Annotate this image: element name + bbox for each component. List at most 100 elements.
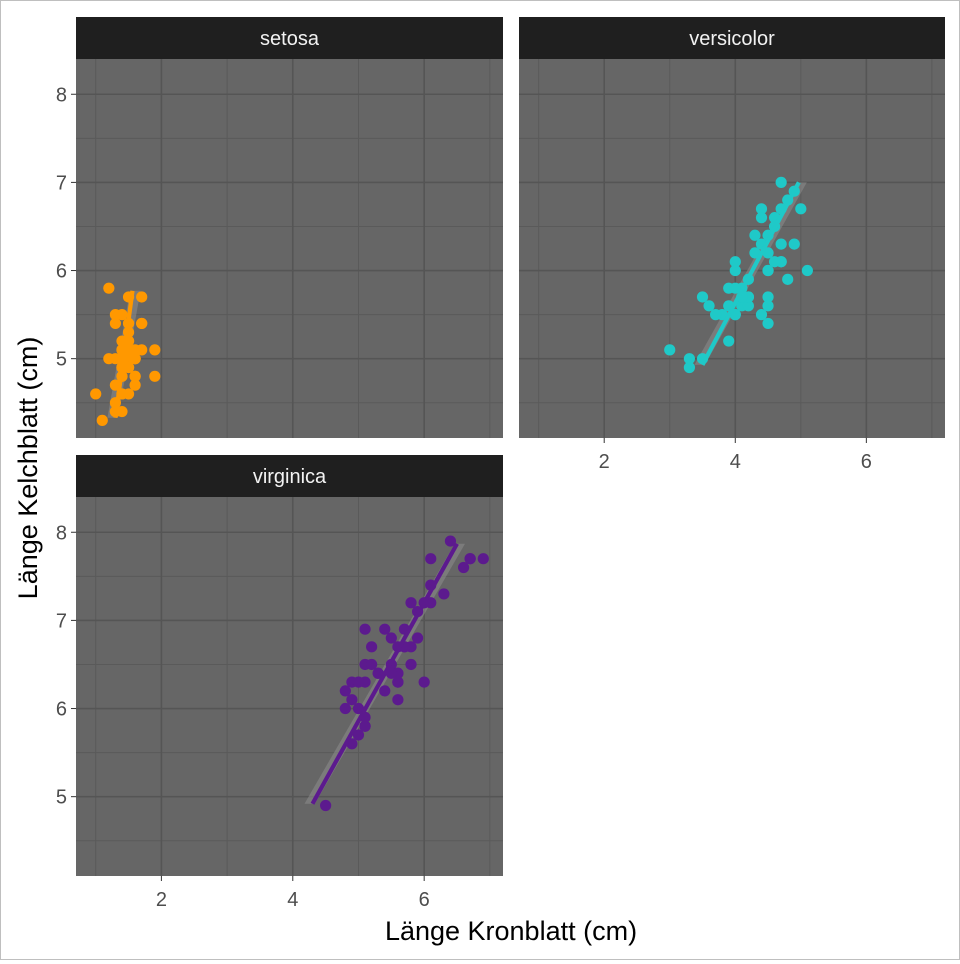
data-point bbox=[664, 344, 676, 356]
data-point bbox=[418, 676, 430, 688]
data-point bbox=[438, 588, 450, 600]
data-point bbox=[444, 535, 457, 547]
panel-background bbox=[76, 497, 503, 876]
data-point bbox=[352, 729, 365, 741]
data-point bbox=[749, 229, 761, 241]
panel-background bbox=[76, 59, 503, 438]
data-point bbox=[103, 282, 115, 294]
data-point bbox=[339, 685, 351, 697]
data-point bbox=[769, 256, 781, 268]
facet-versicolor: versicolor 2 4 6 bbox=[519, 17, 945, 473]
regression-line bbox=[113, 290, 135, 419]
data-point bbox=[742, 300, 754, 312]
y-tick-label: 7 bbox=[56, 610, 67, 632]
data-point bbox=[412, 632, 424, 644]
data-point bbox=[405, 597, 417, 609]
data-point bbox=[372, 667, 384, 679]
data-point bbox=[109, 317, 122, 330]
data-point bbox=[366, 658, 378, 671]
data-point bbox=[703, 300, 715, 312]
data-point bbox=[379, 623, 391, 635]
data-point bbox=[359, 623, 371, 635]
data-point bbox=[683, 353, 696, 365]
data-point bbox=[129, 353, 141, 365]
x-tick-label: 6 bbox=[419, 889, 430, 911]
y-tick-label: 6 bbox=[56, 699, 67, 721]
data-point bbox=[379, 685, 391, 697]
data-point bbox=[477, 553, 489, 565]
facet-setosa: setosa 5 6 7 8 bbox=[56, 17, 503, 438]
facet-virginica: virginica 5 6 7 8 2 4 6 bbox=[56, 455, 503, 911]
data-point bbox=[359, 720, 371, 732]
y-axis-title: Länge Kelchblatt (cm) bbox=[13, 337, 43, 600]
x-tick-label: 4 bbox=[730, 451, 741, 473]
data-point bbox=[136, 291, 148, 303]
data-point bbox=[352, 676, 365, 688]
data-point bbox=[755, 309, 768, 321]
data-point bbox=[762, 264, 774, 277]
data-point bbox=[136, 317, 148, 330]
data-point bbox=[775, 238, 787, 250]
data-point bbox=[788, 238, 800, 250]
regression-line bbox=[310, 542, 459, 805]
y-tick-label: 7 bbox=[56, 172, 67, 194]
data-point bbox=[755, 212, 768, 224]
facet-strip bbox=[76, 17, 503, 59]
y-tick-label: 5 bbox=[56, 787, 67, 809]
facet-strip-label: virginica bbox=[253, 466, 327, 488]
y-tick-label: 8 bbox=[56, 522, 67, 544]
x-tick-label: 4 bbox=[287, 889, 298, 911]
data-point bbox=[425, 553, 437, 565]
data-point bbox=[755, 203, 768, 215]
data-point bbox=[129, 344, 141, 356]
data-point bbox=[729, 256, 741, 268]
data-point bbox=[352, 702, 365, 715]
data-point bbox=[149, 370, 161, 382]
facet-strip bbox=[519, 17, 945, 59]
data-point bbox=[392, 694, 404, 706]
data-point bbox=[696, 291, 709, 303]
data-point bbox=[723, 335, 735, 347]
data-point bbox=[96, 414, 108, 426]
x-tick-label: 6 bbox=[861, 451, 872, 473]
data-point bbox=[320, 799, 332, 812]
data-point bbox=[464, 553, 476, 565]
data-point bbox=[109, 309, 122, 321]
facet-strip bbox=[76, 455, 503, 497]
data-point bbox=[129, 379, 141, 391]
data-point bbox=[782, 273, 794, 285]
data-point bbox=[683, 361, 696, 374]
facet-strip-label: setosa bbox=[260, 28, 320, 50]
data-point bbox=[775, 176, 787, 188]
data-point bbox=[762, 291, 774, 303]
x-axis-title: Länge Kronblatt (cm) bbox=[385, 916, 637, 946]
data-point bbox=[129, 370, 141, 382]
data-point bbox=[762, 317, 774, 330]
data-point bbox=[795, 203, 807, 215]
data-point bbox=[346, 694, 358, 706]
regression-line bbox=[700, 181, 801, 366]
y-tick-label: 8 bbox=[56, 84, 67, 106]
data-point bbox=[392, 676, 404, 688]
x-tick-label: 2 bbox=[599, 451, 610, 473]
data-point bbox=[339, 702, 351, 715]
facet-strip-label: versicolor bbox=[689, 28, 775, 50]
data-point bbox=[149, 344, 161, 356]
data-point bbox=[749, 247, 761, 259]
data-point bbox=[762, 300, 774, 312]
y-tick-label: 6 bbox=[56, 261, 67, 283]
data-point bbox=[729, 282, 741, 294]
data-point bbox=[729, 264, 741, 277]
facet-panels: setosa 5 6 7 8 versicolor 2 4 6 virginica 5 6 7 8 2 4 6 bbox=[56, 17, 945, 911]
data-point bbox=[405, 658, 417, 671]
y-tick-label: 5 bbox=[56, 349, 67, 371]
x-tick-label: 2 bbox=[156, 889, 167, 911]
data-point bbox=[457, 561, 470, 574]
data-point bbox=[385, 632, 397, 644]
data-point bbox=[366, 641, 378, 653]
panel-background bbox=[519, 59, 945, 438]
data-point bbox=[801, 264, 813, 277]
data-point bbox=[710, 309, 722, 321]
